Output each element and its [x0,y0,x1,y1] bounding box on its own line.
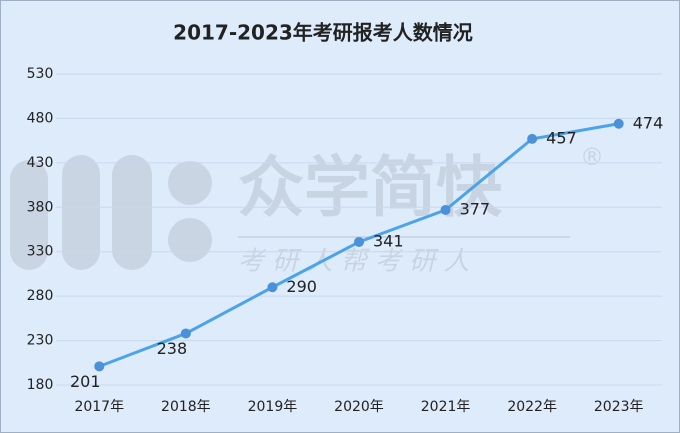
x-tick-label: 2018年 [161,399,211,415]
point [440,204,451,215]
logo-dot [168,218,212,262]
watermark-brand: 众学简快 [238,149,503,226]
point [354,236,364,247]
chart-title: 2017-2023年考研报考人数情况 [173,21,473,45]
y-tick-label: 230 [27,333,54,349]
y-tick-label: 480 [27,110,54,126]
x-tick-label: 2023年 [594,399,644,415]
x-tick-label: 2019年 [248,399,298,415]
x-tick-label: 2022年 [507,399,557,415]
y-tick-label: 280 [27,288,54,304]
point [613,118,624,129]
point [180,328,191,339]
point [94,361,105,372]
logo-bar [10,160,48,270]
data-label: 377 [460,199,491,218]
y-tick-label: 530 [27,66,54,82]
data-label: 457 [546,128,577,147]
data-label: 341 [373,231,404,250]
y-tick-label: 330 [27,244,54,260]
logo-bar [112,155,152,270]
logo-bar [62,155,100,270]
x-tick-label: 2020年 [334,399,384,415]
y-tick-label: 180 [27,377,54,393]
y-tick-label: 430 [27,155,54,171]
watermark-slogan: 考 研 人 帮 考 研 人 [238,247,470,277]
x-tick-label: 2017年 [74,399,124,415]
data-label: 474 [633,113,664,132]
y-tick-label: 380 [27,199,54,215]
point [267,282,278,293]
logo-dot [168,161,212,205]
x-tick-label: 2021年 [421,399,471,415]
watermark-mark: ® [580,143,604,171]
point [527,133,538,144]
data-label: 238 [157,339,188,358]
data-label: 290 [286,277,317,296]
data-label: 201 [70,372,101,391]
